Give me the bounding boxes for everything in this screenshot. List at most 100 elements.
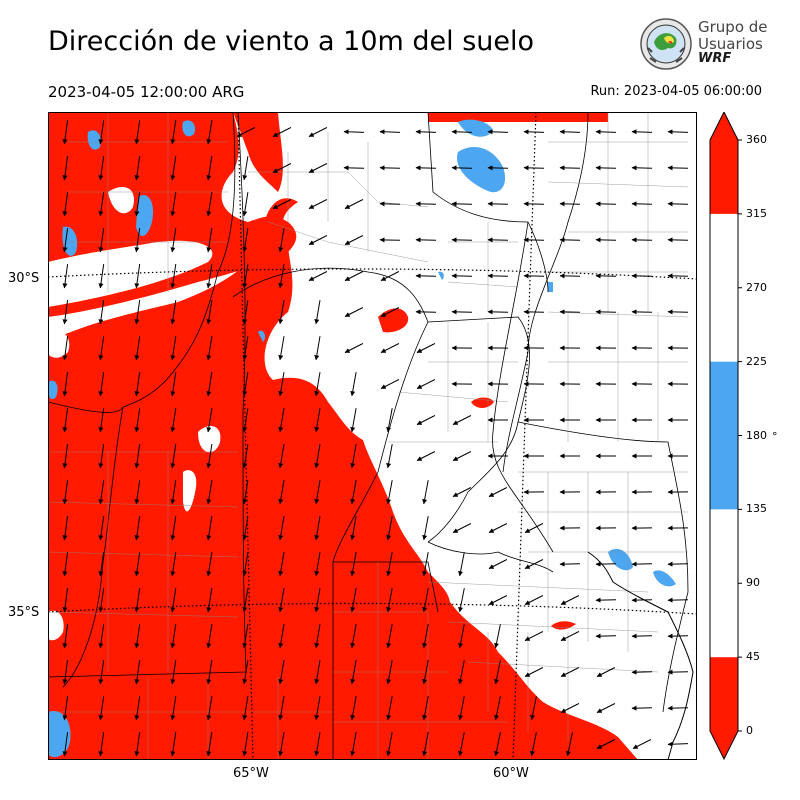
wind-arrow-icon [62,156,69,181]
wind-arrow-icon [452,451,472,461]
wind-arrow-icon [667,705,689,711]
wind-arrow-icon [308,163,328,173]
wind-arrow-icon [350,444,357,469]
wind-arrow-icon [350,372,357,397]
wind-arrow-icon [98,444,105,469]
wind-arrow-icon [595,201,617,207]
wind-arrow-icon [206,300,213,325]
wind-arrow-icon [595,165,617,171]
wind-arrow-icon [278,336,285,361]
wind-arrow-icon [314,480,321,505]
wind-arrow-icon [98,408,105,433]
wind-arrow-icon [560,595,580,605]
wind-arrow-icon [170,372,177,397]
wind-arrow-icon [98,516,105,541]
wind-arrow-icon [170,444,177,469]
wind-arrow-icon [134,696,141,721]
wind-arrow-icon [344,199,364,209]
wind-arrow-icon [416,343,436,353]
wind-arrow-icon [386,516,393,541]
wind-arrow-icon [350,588,357,613]
province-borders [48,112,689,760]
wind-arrow-icon [488,559,508,569]
wind-arrow-icon [62,300,69,325]
wind-arrow-icon [452,523,472,533]
wind-arrow-icon [667,201,689,207]
wind-arrow-icon [631,705,653,711]
wind-arrow-icon [422,696,429,721]
wind-arrow-icon [62,372,69,397]
wind-arrow-icon [314,444,321,469]
wind-arrow-icon [62,696,69,721]
wind-arrow-icon [206,444,213,469]
wind-arrow-icon [350,660,357,685]
wind-arrow-icon [494,732,501,757]
wind-arrow-icon [242,588,249,613]
wind-arrow-icon [206,732,213,757]
wind-arrow-icon [422,588,429,613]
wind-arrow-icon [380,271,400,281]
colorbar-band [710,140,738,214]
wind-arrow-icon [206,660,213,685]
wind-arrow-icon [62,516,69,541]
wind-arrow-icon [98,228,105,253]
wind-arrow-icon [170,696,177,721]
page-title: Dirección de viento a 10m del suelo [48,26,535,57]
wind-arrow-icon [98,588,105,613]
wind-direction-map [48,112,697,760]
wind-arrow-icon [487,201,509,207]
wind-arrow-icon [134,732,141,757]
wind-arrow-icon [308,199,328,209]
graticule [48,112,697,760]
colorbar-tick-label: 180 [746,428,767,442]
wind-arrow-icon [98,264,105,289]
wind-arrow-icon [242,264,249,289]
wind-arrow-icon [487,129,509,135]
wind-arrow-icon [379,201,401,207]
wind-arrow-icon [134,336,141,361]
wind-arrow-icon [314,408,321,433]
wind-arrow-icon [524,631,544,641]
wind-arrow-icon [350,516,357,541]
wind-arrow-icon [278,696,285,721]
wind-arrow-icon [487,165,509,171]
wind-arrow-icon [98,336,105,361]
wind-arrow-icon [170,264,177,289]
wind-arrow-icon [350,552,357,577]
wind-arrow-icon [170,480,177,505]
wind-arrow-icon [242,192,249,217]
wind-arrow-icon [98,300,105,325]
wind-arrow-icon [494,696,501,721]
lat-label-30s: 30°S [8,271,40,286]
wind-arrow-icon [422,552,429,577]
wind-arrow-icon [415,129,437,135]
wind-arrow-icon [386,552,393,577]
run-time: Run: 2023-04-05 06:00:00 [590,84,762,99]
wind-arrow-icon [494,660,501,685]
lat-label-35s: 35°S [8,605,40,620]
wind-arrow-icon [308,235,328,245]
wind-arrow-icon [242,336,249,361]
wind-arrow-icon [451,201,473,207]
wind-arrow-icon [596,667,616,677]
wind-arrow-icon [494,624,501,649]
wind-arrow-icon [343,129,365,135]
wind-arrow-icon [386,732,393,757]
colorbar-tick-label: 45 [746,650,760,664]
wind-arrow-icon [62,120,69,145]
wind-arrow-icon [170,120,177,145]
wind-arrow-icon [242,156,249,181]
colorbar-tick-label: 135 [746,502,767,516]
wind-arrow-icon [62,624,69,649]
wind-arrow-icon [134,588,141,613]
wind-arrow-icon [386,696,393,721]
wind-arrow-icon [415,165,437,171]
wind-arrow-icon [62,660,69,685]
wind-arrow-icon [458,660,465,685]
wind-arrow-icon [422,480,429,505]
wrf-logo: Grupo de Usuarios WRF [638,16,768,72]
wind-arrow-icon [272,127,292,137]
wind-arrow-icon [278,300,285,325]
wind-arrow-icon [350,732,357,757]
wind-arrow-icon [170,732,177,757]
